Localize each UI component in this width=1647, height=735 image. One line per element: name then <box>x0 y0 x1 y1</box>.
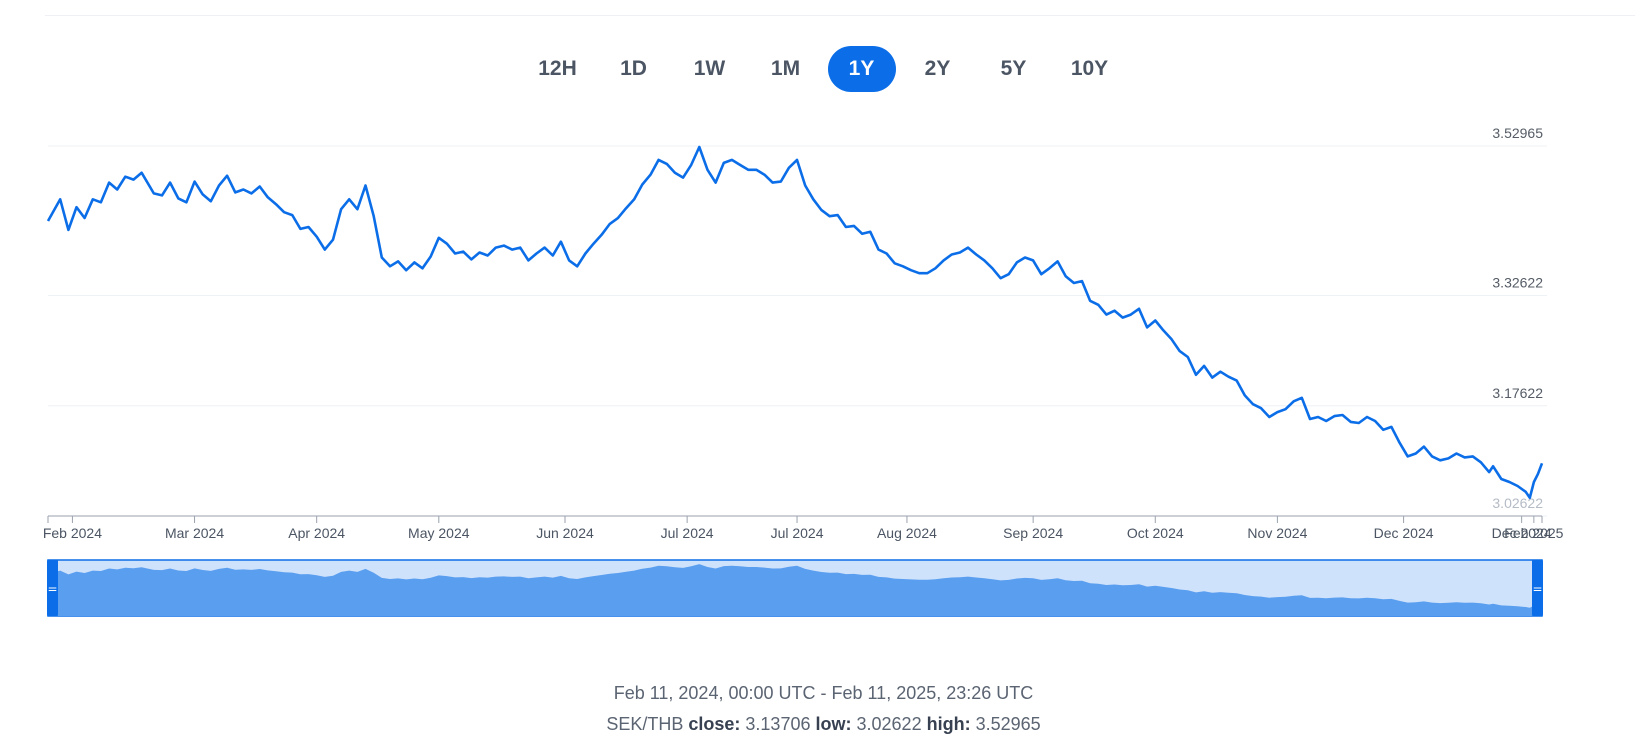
x-tick-label: Oct 2024 <box>1127 525 1184 541</box>
x-tick-label: Feb 2024 <box>43 525 102 541</box>
range-button-1y[interactable]: 1Y <box>827 46 896 92</box>
range-button-10y[interactable]: 10Y <box>1056 46 1124 92</box>
x-tick-label: Aug 2024 <box>877 525 937 541</box>
x-tick-label: Mar 2024 <box>165 525 224 541</box>
price-stats: SEK/THB close: 3.13706 low: 3.02622 high… <box>0 714 1647 735</box>
y-axis-label: 3.52965 <box>1492 125 1543 141</box>
navigator-left-handle[interactable] <box>47 560 58 616</box>
pair-label: SEK/THB <box>606 714 684 734</box>
handle-grip-icon: = <box>1532 582 1542 596</box>
navigator-series <box>48 564 1542 616</box>
x-tick-label: Apr 2024 <box>288 525 345 541</box>
range-selector: 12H 1D 1W 1M 1Y 2Y 5Y 10Y <box>0 46 1647 92</box>
high-label: high: <box>926 714 971 734</box>
y-axis-label: 3.02622 <box>1492 495 1543 511</box>
x-tick-label: Sep 2024 <box>1003 525 1063 541</box>
top-divider <box>45 15 1635 16</box>
close-value: 3.13706 <box>745 714 811 734</box>
y-axis-label: 3.32622 <box>1492 275 1543 291</box>
low-value: 3.02622 <box>856 714 922 734</box>
high-value: 3.52965 <box>975 714 1041 734</box>
price-chart: 3.52965 3.32622 3.17622 3.02622 Feb 2024 Mar … <box>43 125 1564 617</box>
range-button-5y[interactable]: 5Y <box>980 46 1048 92</box>
x-tick-label: Dec 2024 <box>1492 525 1552 541</box>
x-tick-label: Jun 2024 <box>536 525 594 541</box>
x-tick-label: Jul 2024 <box>661 525 714 541</box>
x-tick-label: Jul 2024 <box>771 525 824 541</box>
x-tick-label: Nov 2024 <box>1247 525 1307 541</box>
x-tick-label: Dec 2024 <box>1374 525 1434 541</box>
low-label: low: <box>815 714 852 734</box>
price-line <box>46 145 1544 500</box>
x-tick-label: May 2024 <box>408 525 470 541</box>
range-button-1m[interactable]: 1M <box>752 46 820 92</box>
range-button-1w[interactable]: 1W <box>676 46 744 92</box>
x-tick-label: Feb 2025 <box>1504 525 1563 541</box>
date-range-text: Feb 11, 2024, 00:00 UTC - Feb 11, 2025, … <box>613 683 1034 703</box>
range-button-2y[interactable]: 2Y <box>904 46 972 92</box>
close-label: close: <box>688 714 741 734</box>
navigator-right-handle[interactable] <box>1532 560 1543 616</box>
handle-grip-icon: = <box>47 582 57 596</box>
range-button-1d[interactable]: 1D <box>600 46 668 92</box>
range-button-12h[interactable]: 12H <box>524 46 592 92</box>
y-axis-label: 3.17622 <box>1492 385 1543 401</box>
